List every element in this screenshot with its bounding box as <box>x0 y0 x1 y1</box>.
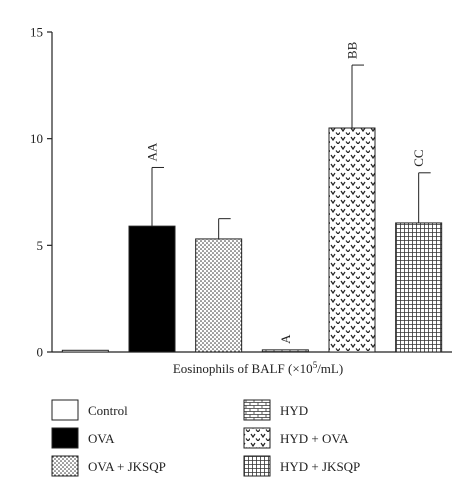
legend-label: Control <box>88 403 128 418</box>
bar-ova-jksqp <box>195 238 243 353</box>
bar-control <box>61 349 109 353</box>
bar-hyd <box>261 349 309 353</box>
y-tick-label: 10 <box>30 131 43 146</box>
y-tick-label: 5 <box>37 238 44 253</box>
legend-swatch <box>243 455 271 477</box>
legend-label: OVA <box>88 431 115 446</box>
bar-hyd-ova <box>328 127 376 353</box>
x-axis-label-text: Eosinophils of BALF (×105/mL) <box>173 360 343 376</box>
legend-swatch <box>243 427 271 449</box>
legend: Control OVA OVA + JKSQP HYD HYD + OVA HYD + J… <box>51 399 360 477</box>
legend-label: HYD <box>280 403 308 418</box>
legend-label: OVA + JKSQP <box>88 459 166 474</box>
significance-label: CC <box>411 149 426 166</box>
legend-label: HYD + OVA <box>280 431 349 446</box>
legend-swatch <box>51 427 79 449</box>
y-tick-label: 15 <box>30 25 43 40</box>
axes: 0 5 10 15 <box>30 25 452 360</box>
bar-hyd-jksqp <box>395 222 443 353</box>
significance-label: AA <box>145 142 160 161</box>
bar-ova <box>128 225 176 353</box>
significance-label: A <box>278 334 293 344</box>
significance-label: BB <box>345 41 360 59</box>
legend-swatch <box>51 399 79 421</box>
y-tick-label: 0 <box>37 345 44 360</box>
legend-swatch <box>51 455 79 477</box>
legend-swatch <box>243 399 271 421</box>
x-axis-label: Eosinophils of BALF (×105/mL) <box>173 360 343 376</box>
legend-label: HYD + JKSQP <box>280 459 360 474</box>
